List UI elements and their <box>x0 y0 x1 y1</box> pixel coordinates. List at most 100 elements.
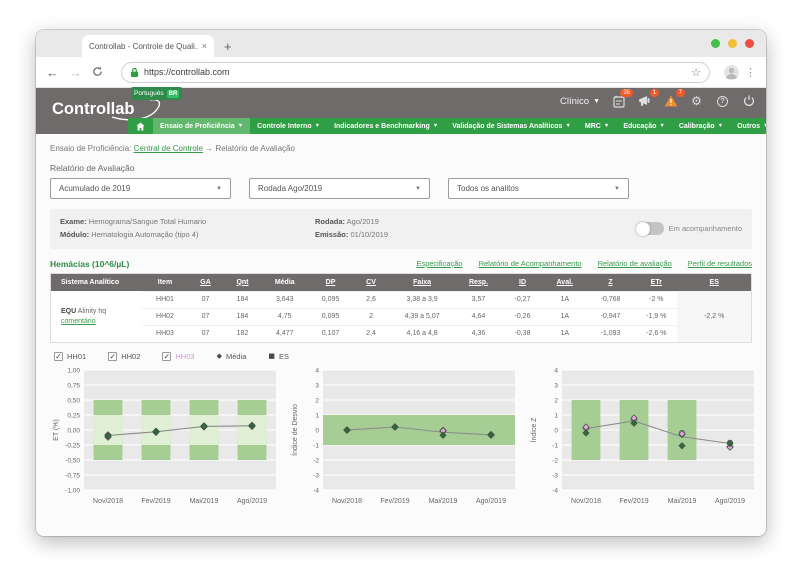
issue-date-value: 01/10/2019 <box>350 229 388 239</box>
announcements-button[interactable]: 1 <box>637 89 659 108</box>
tasks-badge: 36 <box>620 89 633 97</box>
table-row: HH03 07 182 4,477 0,107 2,4 4,16 a 4,8 4,36 … <box>51 324 752 342</box>
analyte-name: Hemácias (10^6/µL) <box>50 258 130 269</box>
col-etr[interactable]: ETr <box>635 273 678 291</box>
col-qnt[interactable]: Qnt <box>223 273 262 291</box>
bookmark-star-icon[interactable]: ☆ <box>691 65 701 79</box>
svg-text:0,50: 0,50 <box>67 397 80 404</box>
window-minimize-button[interactable] <box>728 39 737 48</box>
analyte-select[interactable]: Todos os analitos ▼ <box>448 178 629 199</box>
tab-close-icon[interactable]: × <box>201 41 207 51</box>
link-perfil-resultados[interactable]: Perfil de resultados <box>687 259 752 268</box>
nav-item-outros[interactable]: Outros ▼ <box>737 122 766 130</box>
power-icon <box>743 95 754 106</box>
col-ga[interactable]: GA <box>187 273 224 291</box>
svg-text:-2: -2 <box>552 457 558 464</box>
col-dp[interactable]: DP <box>307 273 354 291</box>
checkbox-hh02[interactable]: ✓ HH02 <box>108 351 141 361</box>
chevron-down-icon: ▼ <box>216 185 222 192</box>
follow-up-toggle[interactable] <box>635 221 664 236</box>
svg-text:Fev/2019: Fev/2019 <box>619 498 648 505</box>
forward-button[interactable]: → <box>69 64 82 80</box>
col-item: Item <box>142 273 188 291</box>
svg-text:0,00: 0,00 <box>67 427 80 434</box>
col-id[interactable]: ID <box>501 273 544 291</box>
nav-item-calibracao[interactable]: Calibração ▼ <box>678 122 724 130</box>
es-value-cell: -2,2 % <box>677 291 752 342</box>
window-close-button[interactable] <box>745 39 754 48</box>
nav-item-ensaio-de-proficiencia[interactable]: Ensaio de Proficiência ▼ <box>153 118 251 134</box>
window-controls <box>711 39 754 48</box>
svg-text:-0,25: -0,25 <box>65 442 80 449</box>
nav-home-button[interactable] <box>128 118 153 134</box>
series-legend: ✓ HH01 ✓ HH02 ✓ HH03 ◆ Média ■ ES <box>54 351 752 361</box>
svg-text:-0,50: -0,50 <box>65 457 80 464</box>
round-select[interactable]: Rodada Ago/2019 ▼ <box>249 178 430 199</box>
reload-button[interactable] <box>92 66 103 79</box>
nav-item-educacao[interactable]: Educação ▼ <box>623 122 665 130</box>
profile-avatar[interactable] <box>724 64 739 80</box>
col-z[interactable]: Z <box>585 273 636 291</box>
language-label: Português <box>134 90 164 97</box>
back-button[interactable]: ← <box>46 64 59 80</box>
user-menu[interactable]: Clínico <box>560 95 590 107</box>
url-text: https://controllab.com <box>144 67 230 77</box>
alerts-badge: 7 <box>675 89 685 97</box>
language-badge[interactable]: Português BR <box>131 87 183 100</box>
tab-title: Controllab - Controle de Quali... <box>89 41 198 51</box>
window-maximize-button[interactable] <box>711 39 720 48</box>
svg-text:Índice Z: Índice Z <box>529 416 538 442</box>
toggle-knob <box>635 221 650 236</box>
link-especificacao[interactable]: Especificação <box>416 259 463 268</box>
help-button[interactable]: ? <box>715 94 730 108</box>
legend-es: ■ ES <box>268 351 290 361</box>
link-relatorio-avaliacao[interactable]: Relatório de avaliação <box>597 259 672 268</box>
chevron-down-icon: ▼ <box>415 185 421 192</box>
link-relatorio-acompanhamento[interactable]: Relatório de Acompanhamento <box>478 259 582 268</box>
comment-link[interactable]: comentário <box>61 317 96 325</box>
svg-text:3: 3 <box>554 382 558 389</box>
period-select[interactable]: Acumulado de 2019 ▼ <box>50 178 231 199</box>
browser-tab[interactable]: Controllab - Controle de Quali... × <box>82 35 214 57</box>
svg-text:Fev/2019: Fev/2019 <box>141 498 170 505</box>
nav-item-indicadores[interactable]: Indicadores e Benchmarking ▼ <box>334 122 439 130</box>
svg-text:-3: -3 <box>552 472 558 479</box>
svg-text:Nov/2018: Nov/2018 <box>571 498 601 505</box>
main-nav: Ensaio de Proficiência ▼ Controle Interno… <box>128 118 766 134</box>
settings-button[interactable]: ⚙ <box>689 94 704 108</box>
address-bar[interactable]: https://controllab.com ☆ <box>121 61 710 83</box>
checkbox-icon: ✓ <box>108 351 118 361</box>
announcements-badge: 1 <box>649 89 659 97</box>
checkbox-hh03[interactable]: ✓ HH03 <box>162 351 195 361</box>
nav-item-mrc[interactable]: MRC ▼ <box>584 122 610 130</box>
col-faixa[interactable]: Faixa <box>388 273 456 291</box>
warning-triangle-icon <box>664 95 677 107</box>
svg-text:4: 4 <box>315 367 319 374</box>
svg-text:Ago/2019: Ago/2019 <box>715 498 745 505</box>
nav-item-validacao[interactable]: Validação de Sistemas Analíticos ▼ <box>452 122 571 130</box>
checkbox-hh01[interactable]: ✓ HH01 <box>54 351 87 361</box>
col-cv[interactable]: CV <box>353 273 389 291</box>
page-title: Relatório de Avaliação <box>50 163 135 173</box>
svg-text:-2: -2 <box>313 457 319 464</box>
new-tab-button[interactable]: + <box>224 39 232 54</box>
col-aval[interactable]: Aval. <box>543 273 586 291</box>
browser-menu-icon[interactable]: ⋮ <box>745 65 756 79</box>
chevron-down-icon: ▼ <box>593 97 600 105</box>
logout-button[interactable] <box>741 94 756 108</box>
svg-text:-1,00: -1,00 <box>65 487 80 494</box>
module-value: Hematologia Automação (tipo 4) <box>91 229 199 239</box>
col-es[interactable]: ES <box>677 273 752 291</box>
svg-text:0,25: 0,25 <box>67 412 80 419</box>
col-resp[interactable]: Resp. <box>455 273 502 291</box>
chevron-down-icon: ▼ <box>614 185 620 192</box>
svg-text:-4: -4 <box>313 487 319 494</box>
language-country-chip: BR <box>166 89 180 98</box>
breadcrumb: Ensaio de Proficiência: Central de Contr… <box>50 144 295 153</box>
tasks-button[interactable]: 36 <box>611 89 633 108</box>
breadcrumb-link-central-de-controle[interactable]: Central de Controle <box>133 144 203 153</box>
alerts-button[interactable]: 7 <box>663 89 685 108</box>
chart-et-percent: 1,00 0,75 0,50 0,25 0,00 -0,25 -0,50 -0,75 -1,00… <box>50 365 279 511</box>
nav-item-controle-interno[interactable]: Controle Interno ▼ <box>257 122 321 130</box>
svg-text:Ago/2019: Ago/2019 <box>476 498 506 505</box>
